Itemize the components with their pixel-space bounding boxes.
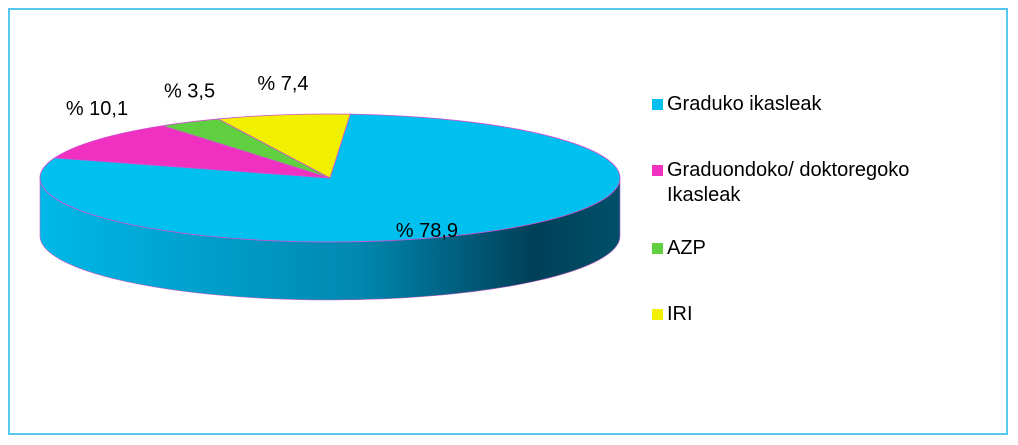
chart-frame <box>8 8 1008 435</box>
pie-slice <box>216 113 351 179</box>
legend-item: AZP <box>652 236 1007 261</box>
data-label: % 78,9 <box>396 220 458 242</box>
legend-label: Graduondoko/ doktoregoko Ikasleak <box>667 159 910 206</box>
legend-label: IRI <box>667 303 693 325</box>
data-label: % 3,5 <box>164 80 215 102</box>
legend-swatch <box>652 243 663 254</box>
legend-label: Graduko ikasleak <box>667 93 822 115</box>
pie-slice <box>53 125 331 179</box>
legend-swatch <box>652 165 663 176</box>
legend-swatch <box>652 309 663 320</box>
legend-item: Graduko ikasleak <box>652 92 1007 117</box>
legend-label: AZP <box>667 237 706 259</box>
data-label: % 10,1 <box>66 98 128 120</box>
legend-swatch <box>652 99 663 110</box>
legend-item: IRI <box>652 302 1007 327</box>
data-label: % 7,4 <box>257 73 308 95</box>
legend-item: Graduondoko/ doktoregoko Ikasleak <box>652 158 967 208</box>
